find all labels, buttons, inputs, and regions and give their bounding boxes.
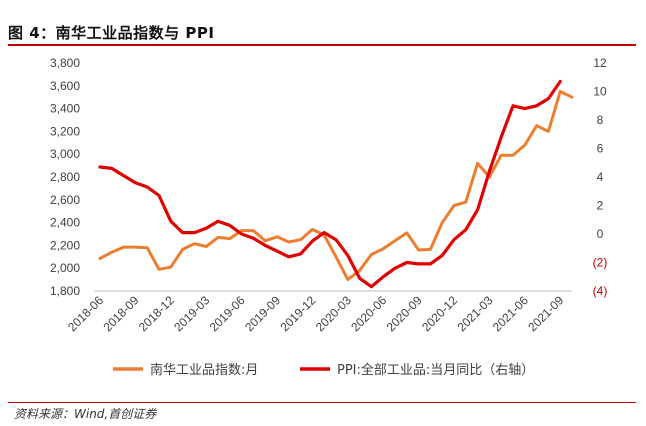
left-tick-label: 2,600 xyxy=(50,193,80,207)
x-tick-label: 2021-03 xyxy=(454,293,495,334)
left-tick-label: 3,600 xyxy=(50,79,80,93)
right-tick-label: 0 xyxy=(597,227,604,241)
line-chart: 1,800 2,000 2,200 2,400 2,600 2,800 3,000 3,200… xyxy=(50,56,608,378)
series-line-ppi xyxy=(98,79,562,289)
right-tick-label: 12 xyxy=(593,56,607,70)
right-tick-label: 2 xyxy=(597,199,604,213)
x-tick-label: 2019-09 xyxy=(242,293,283,334)
right-tick-label: 6 xyxy=(597,142,604,156)
right-tick-label: 8 xyxy=(597,113,604,127)
x-tick-label: 2020-06 xyxy=(348,293,389,334)
x-tick-label: 2018-06 xyxy=(65,293,106,334)
legend: 南华工业品指数:月 PPI:全部工业品:当月同比（右轴） xyxy=(113,362,534,378)
figure-title: 图 4：南华工业品指数与 PPI xyxy=(8,24,215,42)
legend-label: PPI:全部工业品:当月同比（右轴） xyxy=(337,362,534,378)
right-tick-label: (2) xyxy=(593,256,608,270)
left-tick-label: 2,400 xyxy=(50,216,80,230)
left-tick-label: 2,000 xyxy=(50,261,80,275)
x-axis: 2018-062018-092018-122019-032019-062019-… xyxy=(65,290,572,334)
right-axis-ticks: (4) (2) 0 2 4 6 8 10 12 xyxy=(593,56,608,298)
legend-label: 南华工业品指数:月 xyxy=(150,362,258,378)
series-line-nanhua-index xyxy=(98,90,574,282)
series-layer xyxy=(98,79,574,289)
x-tick-label: 2019-12 xyxy=(277,293,318,334)
source-rule xyxy=(8,402,636,403)
left-tick-label: 2,800 xyxy=(50,170,80,184)
right-tick-label: 10 xyxy=(593,85,607,99)
left-axis-ticks: 1,800 2,000 2,200 2,400 2,600 2,800 3,000 3,200… xyxy=(50,56,80,298)
right-tick-label: (4) xyxy=(593,284,608,298)
x-tick-label: 2021-09 xyxy=(525,293,566,334)
x-tick-label: 2018-12 xyxy=(136,293,177,334)
left-tick-label: 3,800 xyxy=(50,56,80,70)
x-tick-label: 2019-06 xyxy=(207,293,248,334)
left-tick-label: 2,200 xyxy=(50,238,80,252)
right-tick-label: 4 xyxy=(597,170,604,184)
x-tick-label: 2020-09 xyxy=(384,293,425,334)
x-tick-label: 2019-03 xyxy=(171,293,212,334)
x-tick-label: 2020-12 xyxy=(419,293,460,334)
left-tick-label: 3,000 xyxy=(50,147,80,161)
x-tick-label: 2020-03 xyxy=(313,293,354,334)
left-tick-label: 3,200 xyxy=(50,124,80,138)
source-note: 资料来源：Wind,首创证券 xyxy=(14,407,157,421)
title-rule xyxy=(8,44,636,46)
x-tick-label: 2018-09 xyxy=(100,293,141,334)
left-tick-label: 3,400 xyxy=(50,102,80,116)
x-tick-label: 2021-06 xyxy=(490,293,531,334)
left-tick-label: 1,800 xyxy=(50,284,80,298)
